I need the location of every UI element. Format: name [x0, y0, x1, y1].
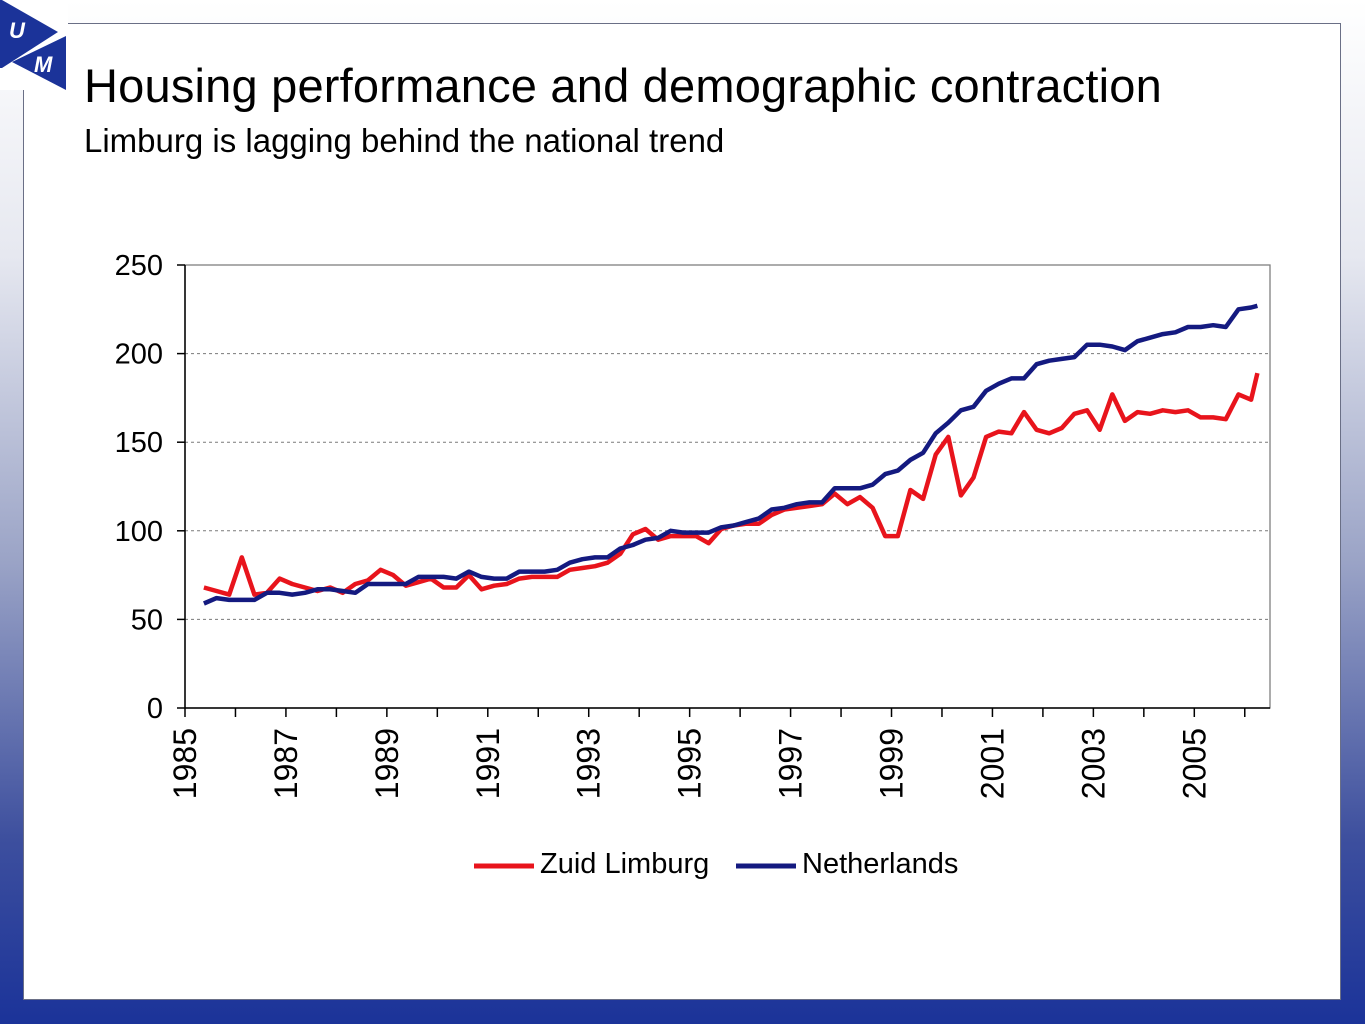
y-tick-label: 0 [147, 693, 163, 725]
y-tick-label: 250 [115, 250, 163, 282]
legend-label: Netherlands [802, 848, 958, 880]
logo-letter-m: M [34, 52, 53, 77]
y-tick-label: 100 [115, 516, 163, 548]
logo-upper-triangle [0, 0, 58, 68]
slide-panel [23, 23, 1341, 1000]
page-subtitle: Limburg is lagging behind the national t… [84, 122, 725, 159]
x-tick-label: 1993 [571, 728, 607, 799]
um-logo-mark: U M [0, 0, 66, 90]
plot-area [184, 264, 1271, 709]
chart-legend: Zuid Limburg Netherlands [474, 848, 958, 880]
series-lines [203, 303, 1260, 606]
y-tick-label: 50 [131, 604, 163, 636]
y-tick-label: 200 [115, 339, 163, 371]
y-tick-label: 150 [115, 427, 163, 459]
logo-lower-triangle [12, 36, 66, 90]
x-tick-label: 1989 [369, 728, 405, 799]
um-logo-icon: U M [0, 0, 68, 90]
x-axis-ticks: 1985 1987 1989 1991 1993 1995 1997 1999 2001 2003… [167, 708, 1246, 799]
x-tick-label: 1995 [672, 728, 708, 799]
x-tick-label: 1997 [773, 728, 809, 799]
y-axis-ticks: 0 50 100 150 200 250 [115, 250, 185, 725]
x-tick-label: 2001 [974, 728, 1010, 799]
series-line-netherlands [203, 303, 1258, 606]
x-tick-label: 2005 [1176, 728, 1212, 799]
x-tick-label: 1999 [874, 728, 910, 799]
page-title: Housing performance and demographic cont… [84, 59, 1162, 112]
x-tick-label: 2003 [1075, 728, 1111, 799]
gridlines [185, 353, 1270, 620]
legend-label: Zuid Limburg [540, 848, 709, 880]
logo-letter-u: U [9, 18, 26, 43]
series-line-zuid-limburg [203, 372, 1260, 597]
x-tick-label: 1987 [268, 728, 304, 799]
x-tick-label: 1991 [470, 728, 506, 799]
x-tick-label: 1985 [167, 728, 203, 799]
